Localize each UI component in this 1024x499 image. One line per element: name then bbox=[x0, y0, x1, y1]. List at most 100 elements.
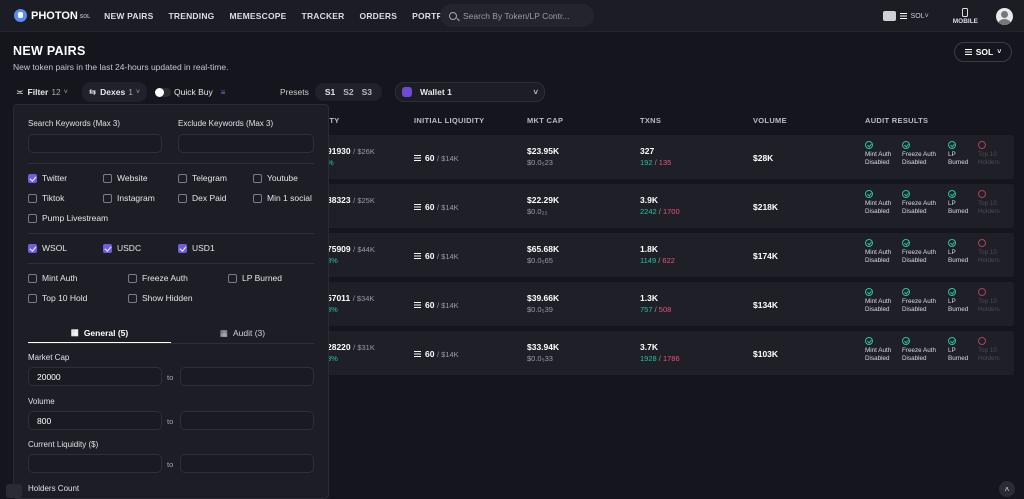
audit-label: Freeze Auth Disabled bbox=[902, 298, 936, 313]
dexes-button[interactable]: ⇆ Dexes 1 ˅ bbox=[82, 82, 148, 102]
wallet-icon bbox=[882, 11, 896, 21]
checkbox-top-10-hold[interactable]: Top 10 Hold bbox=[28, 293, 87, 303]
checkbox-box[interactable] bbox=[253, 173, 262, 183]
table-row[interactable]: 28220 / $31K 3% 60 / $14K $33.94K $0.0₅3… bbox=[322, 331, 1014, 375]
liquidity-pct: 3% bbox=[327, 305, 338, 314]
scroll-top-button[interactable]: ˄ bbox=[999, 481, 1015, 497]
toggle-switch[interactable] bbox=[155, 87, 171, 97]
checkbox-box[interactable] bbox=[128, 293, 137, 303]
table-row[interactable]: 88323 / $25K 60 / $14K $22.29K $0.0₂₂ 3.… bbox=[322, 184, 1014, 228]
filter-icon: ≍ bbox=[16, 86, 24, 97]
checkbox-pump-livestream[interactable]: Pump Livestream bbox=[28, 213, 108, 223]
checkbox-box[interactable] bbox=[178, 193, 187, 203]
checkbox-wsol[interactable]: WSOL bbox=[28, 243, 67, 253]
checkbox-min-1-social[interactable]: Min 1 social bbox=[253, 193, 312, 203]
presets-label: Presets bbox=[280, 87, 309, 97]
checkbox-instagram[interactable]: Instagram bbox=[103, 193, 155, 203]
wallet-balance-button[interactable]: SOL ˅ bbox=[882, 11, 929, 21]
checkbox-dex-paid[interactable]: Dex Paid bbox=[178, 193, 227, 203]
liquidity-usd: / $31K bbox=[353, 343, 375, 352]
chevron-down-icon: ˅ bbox=[997, 48, 1002, 56]
preset-s3[interactable]: S3 bbox=[361, 87, 373, 97]
wallet-select[interactable]: Wallet 1 ˅ bbox=[395, 82, 545, 102]
search-keywords-label: Search Keywords (Max 3) bbox=[28, 119, 121, 128]
tab-general[interactable]: ▦ General (5) bbox=[28, 323, 171, 343]
header-volume[interactable]: VOLUME bbox=[753, 116, 787, 125]
mobile-button[interactable]: MOBILE bbox=[953, 7, 978, 25]
photon-logo[interactable]: PHOTON SOL bbox=[14, 9, 90, 22]
tab-audit[interactable]: ▦ Audit (3) bbox=[171, 323, 314, 343]
checkbox-box[interactable] bbox=[228, 273, 237, 283]
checkbox-box[interactable] bbox=[178, 173, 187, 183]
avatar[interactable] bbox=[996, 7, 1013, 25]
nav-orders[interactable]: ORDERS bbox=[359, 10, 398, 21]
header-mkt-cap[interactable]: MKT CAP bbox=[527, 116, 564, 125]
checkbox-box[interactable] bbox=[28, 293, 37, 303]
market-cap-min-input[interactable]: 20000 bbox=[28, 367, 162, 386]
checkbox-website[interactable]: Website bbox=[103, 173, 148, 183]
checkbox-label: Website bbox=[117, 173, 148, 183]
volume-value: $103K bbox=[753, 349, 779, 359]
checkbox-twitter[interactable]: Twitter bbox=[28, 173, 67, 183]
checkbox-box[interactable] bbox=[103, 173, 112, 183]
liquidity-min-input[interactable] bbox=[28, 454, 162, 473]
checkbox-usdc[interactable]: USDC bbox=[103, 243, 141, 253]
nav-new-pairs[interactable]: NEW PAIRS bbox=[104, 10, 154, 21]
sells-count: 622 bbox=[662, 256, 675, 265]
table-row[interactable]: 91930 / $26K % 60 / $14K $23.95K $0.0₅23… bbox=[322, 135, 1014, 179]
header-initial-liquidity[interactable]: INITIAL LIQUIDITY bbox=[414, 116, 485, 125]
volume-min-input[interactable]: 800 bbox=[28, 411, 162, 430]
checkbox-box[interactable] bbox=[28, 213, 37, 223]
market-cap-label: Market Cap bbox=[28, 353, 70, 362]
checkbox-telegram[interactable]: Telegram bbox=[178, 173, 227, 183]
nav-trending[interactable]: TRENDING bbox=[168, 10, 215, 21]
nav-memescope[interactable]: MEMESCOPE bbox=[229, 10, 287, 21]
sells-count: 1700 bbox=[662, 207, 680, 216]
checkbox-usd1[interactable]: USD1 bbox=[178, 243, 215, 253]
quick-buy-toggle[interactable]: Quick Buy ≡ bbox=[155, 82, 225, 102]
search-keywords-input[interactable] bbox=[28, 134, 162, 153]
checkbox-box[interactable] bbox=[103, 243, 112, 253]
check-icon bbox=[902, 141, 910, 149]
sidebar-toggle-button[interactable] bbox=[6, 484, 22, 498]
audit-top10: Top 10 Holders bbox=[978, 239, 1000, 265]
check-icon bbox=[948, 141, 956, 149]
chain-select-button[interactable]: SOL ˅ bbox=[954, 42, 1012, 62]
table-row[interactable]: 57011 / $34K 3% 60 / $14K $39.66K $0.0₅3… bbox=[322, 282, 1014, 326]
checkbox-lp-burned[interactable]: LP Burned bbox=[228, 273, 282, 283]
audit-lp: LP Burned bbox=[948, 288, 968, 314]
checkbox-mint-auth[interactable]: Mint Auth bbox=[28, 273, 77, 283]
checkbox-tiktok[interactable]: Tiktok bbox=[28, 193, 64, 203]
nav-tracker[interactable]: TRACKER bbox=[301, 10, 345, 21]
check-icon bbox=[902, 239, 910, 247]
checkbox-box[interactable] bbox=[103, 193, 112, 203]
exclude-keywords-input[interactable] bbox=[178, 134, 314, 153]
checkbox-box[interactable] bbox=[28, 193, 37, 203]
settings-icon[interactable]: ≡ bbox=[220, 87, 226, 97]
preset-s1[interactable]: S1 bbox=[324, 87, 336, 97]
audit-label: Top 10 Holders bbox=[978, 151, 1000, 166]
preset-s2[interactable]: S2 bbox=[343, 87, 354, 97]
general-icon: ▦ bbox=[70, 327, 79, 337]
checkbox-box[interactable] bbox=[128, 273, 137, 283]
checkbox-youtube[interactable]: Youtube bbox=[253, 173, 298, 183]
header-liquidity[interactable]: ITY bbox=[327, 116, 340, 125]
volume-max-input[interactable] bbox=[180, 411, 314, 430]
checkbox-freeze-auth[interactable]: Freeze Auth bbox=[128, 273, 188, 283]
nav-portfolio[interactable]: PORTFOLIO bbox=[412, 10, 464, 21]
search-input[interactable]: Search By Token/LP Contr... bbox=[440, 4, 594, 27]
checkbox-box[interactable] bbox=[178, 243, 187, 253]
liquidity-value: 75909 bbox=[327, 244, 351, 254]
checkbox-box[interactable] bbox=[28, 173, 37, 183]
checkbox-show-hidden[interactable]: Show Hidden bbox=[128, 293, 193, 303]
header-txns[interactable]: TXNS bbox=[640, 116, 662, 125]
checkbox-label: Instagram bbox=[117, 193, 155, 203]
filter-button[interactable]: ≍ Filter 12 ˅ bbox=[16, 82, 68, 102]
checkbox-box[interactable] bbox=[28, 273, 37, 283]
liquidity-max-input[interactable] bbox=[180, 454, 314, 473]
checkbox-box[interactable] bbox=[253, 193, 262, 203]
audit-label: LP Burned bbox=[948, 151, 969, 166]
checkbox-box[interactable] bbox=[28, 243, 37, 253]
market-cap-max-input[interactable] bbox=[180, 367, 314, 386]
table-row[interactable]: 75909 / $44K 8% 60 / $14K $65.68K $0.0₅6… bbox=[322, 233, 1014, 277]
